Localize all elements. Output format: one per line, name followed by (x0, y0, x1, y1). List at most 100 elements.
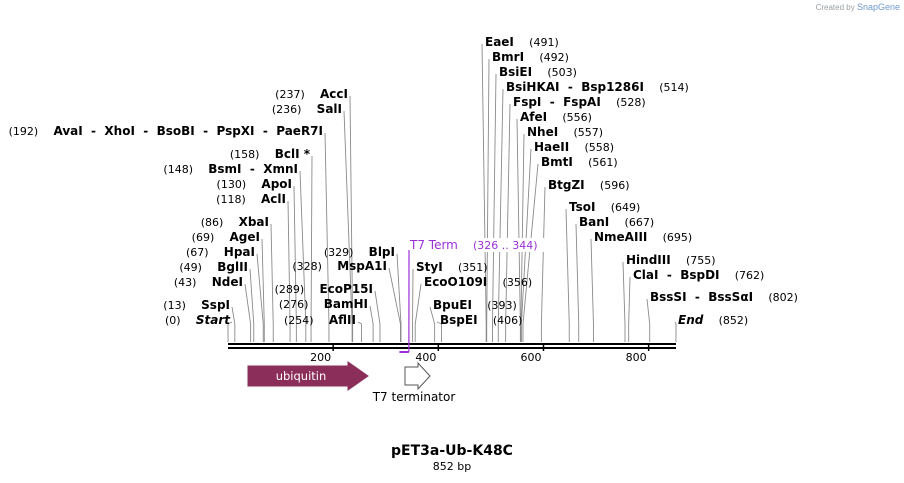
plasmid-name: pET3a-Ub-K48C (391, 443, 513, 459)
site-label-acci: (237) AccI (275, 83, 348, 102)
site-position: (491) (529, 36, 559, 49)
site-position: (802) (768, 291, 798, 304)
site-label-gap (353, 241, 368, 260)
site-label-gap (259, 143, 274, 162)
site-position: (329) (324, 246, 354, 259)
site-name-separator: - (242, 162, 264, 176)
enzyme-name-sali: SalI (317, 102, 342, 116)
site-label-gap (223, 211, 238, 230)
primer-range-bg (470, 238, 544, 252)
enzyme-name-bsmi: BsmI (208, 162, 241, 176)
enzyme-name-bspei: BspEI (440, 313, 478, 327)
enzyme-name-bsss-i: BssSαI (708, 290, 753, 304)
site-label-afei: AfeI (556) (520, 106, 592, 125)
enzyme-name-start: Start (196, 313, 231, 327)
site-label-bmti: BmtI (561) (541, 151, 618, 170)
site-leader-line (244, 283, 252, 342)
enzyme-name-bpuei: BpuEI (433, 298, 472, 312)
site-label-gap (38, 120, 53, 139)
enzyme-name-xmni: XmnI (263, 162, 298, 176)
site-position: (67) (186, 246, 209, 259)
site-label-bani: BanI (667) (579, 211, 654, 230)
enzyme-name-bglii: BglII (217, 260, 248, 274)
ubiquitin-feature-label: ubiquitin (276, 369, 327, 383)
site-position: (289) (275, 283, 305, 296)
plasmid-length: 852 bp (432, 460, 472, 473)
site-leader-line (343, 110, 353, 342)
site-leader-line (628, 276, 631, 342)
site-position: (755) (686, 254, 716, 267)
site-label-gap (186, 294, 201, 313)
site-position: (596) (600, 179, 630, 192)
site-label-hindiii: HindIII (755) (626, 249, 716, 268)
site-position: (514) (659, 81, 689, 94)
site-leader-line (310, 155, 313, 342)
enzyme-name-aflii: AflII (329, 313, 356, 327)
site-label-bglii: (49) BglII (179, 256, 248, 275)
enzyme-name-avai: AvaI (53, 124, 82, 138)
site-leader-line (324, 132, 330, 342)
site-label-sspi: (13) SspI (163, 294, 230, 313)
site-position: (557) (573, 126, 603, 139)
site-leader-line (231, 306, 236, 342)
enzyme-name-bsobi: BsoBI (157, 124, 195, 138)
site-position: (49) (179, 261, 202, 274)
enzyme-name-styi: StyI (416, 260, 443, 274)
site-label-clai: ClaI - BspDI (762) (633, 264, 764, 283)
enzyme-name-bsiei: BsiEI (499, 65, 532, 79)
enzyme-name-xbai: XbaI (239, 215, 269, 229)
site-label-gap (609, 211, 624, 230)
site-leader-line (429, 306, 436, 342)
enzyme-name-pspxi: PspXI (216, 124, 254, 138)
site-label-fspi: FspI - FspAI (528) (513, 91, 646, 110)
site-position: (86) (201, 216, 224, 229)
enzyme-name-ecoo109i: EcoO109I (424, 275, 487, 289)
site-leader-line (369, 305, 374, 342)
site-name-separator: - (255, 124, 277, 138)
plasmid-map: 200 400 600 800 T7 Term (326 .. 344) ubiquitin… (9, 31, 798, 404)
site-leader-line (646, 298, 651, 342)
site-label-gap (443, 256, 458, 275)
site-label-aflii: (254) AflII (284, 309, 356, 328)
site-label-tsoi: TsoI (649) (569, 196, 640, 215)
site-label-eaei: EaeI (491) (485, 31, 559, 50)
site-label-gap (304, 278, 319, 297)
site-label-btgzi: BtgZI (596) (548, 174, 630, 193)
enzyme-name-nmeaiii: NmeAIII (594, 230, 647, 244)
site-position: (852) (719, 314, 749, 327)
enzyme-name-sspi: SspI (201, 298, 230, 312)
ruler-tick-label: 400 (415, 351, 436, 364)
site-label-gap (753, 286, 768, 305)
enzyme-name-fspi: FspI (513, 95, 541, 109)
credit-prefix: Created by (815, 3, 855, 12)
site-label-gap (532, 61, 547, 80)
enzyme-name-acli: AclI (261, 192, 286, 206)
site-leader-line (227, 321, 233, 342)
site-leader-line (575, 223, 580, 342)
enzyme-name-bsssi: BssSI (650, 290, 687, 304)
site-leader-line (256, 253, 264, 342)
site-label-bcli: (158) BclI * (230, 143, 311, 162)
site-leader-line (270, 223, 274, 342)
site-position: (43) (174, 276, 197, 289)
enzyme-name-hpai: HpaI (224, 245, 255, 259)
enzyme-name-bmti: BmtI (541, 155, 573, 169)
site-label-haeii: HaeII (558) (534, 136, 614, 155)
site-position: (130) (217, 178, 247, 191)
site-leader-line (505, 103, 511, 342)
t7-terminator-arrow (404, 361, 431, 391)
site-leader-line (357, 321, 363, 342)
site-position: (649) (611, 201, 641, 214)
enzyme-name-hindiii: HindIII (626, 253, 671, 267)
site-leader-line (374, 290, 381, 342)
enzyme-name-eaei: EaeI (485, 35, 514, 49)
site-label-gap (644, 76, 659, 95)
site-leader-line (492, 73, 497, 342)
site-label-end: End (852) (678, 309, 748, 328)
site-label-xbai: (86) XbaI (201, 211, 269, 230)
enzyme-name-afei: AfeI (520, 110, 547, 124)
site-position: (667) (625, 216, 655, 229)
site-label-gap (193, 158, 208, 177)
site-label-ecoo109i: EcoO109I (356) (424, 271, 532, 290)
enzyme-name-bspdi: BspDI (680, 268, 719, 282)
